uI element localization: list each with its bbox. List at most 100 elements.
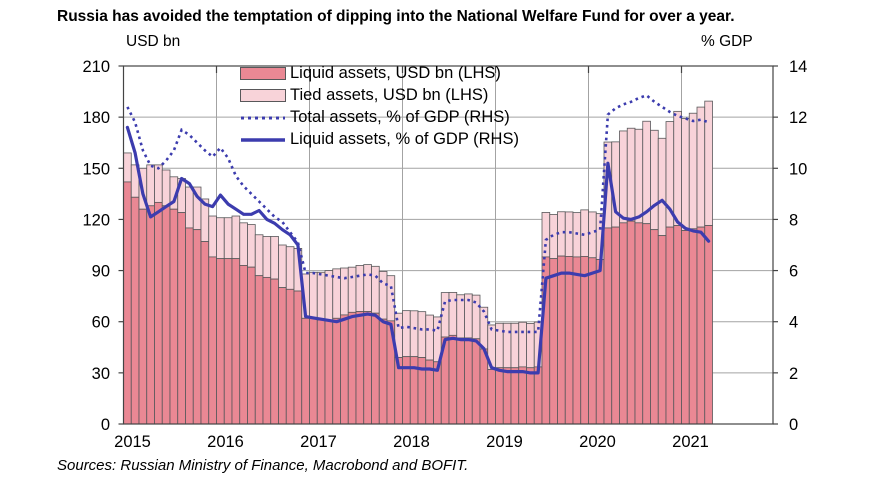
liquid-assets-bar [642,223,651,425]
tied-assets-bar [371,265,380,314]
legend-item-total-pct: Total assets, % of GDP (RHS) [240,106,519,128]
liquid-assets-bar [619,222,628,425]
liquid-assets-bar [588,257,597,425]
liquid-assets-bar [704,225,713,425]
liquid-assets-bar [448,334,458,425]
tied-assets-bar [479,306,489,350]
tied-assets-bar [541,212,551,258]
dotted-line-swatch-icon [240,111,286,124]
liquid-assets-bar [316,319,326,425]
right-axis-tick-label: 12 [789,109,807,127]
x-axis-year-label: 2017 [300,433,337,451]
tied-assets-bar [347,266,357,313]
liquid-assets-bar [518,366,527,425]
liquid-assets-bar [549,258,558,425]
tied-assets-bar [161,169,171,207]
tied-assets-bar [696,106,706,228]
liquid-assets-bar [580,256,589,425]
tied-assets-bar [123,152,132,183]
tied-assets-bar [402,310,411,358]
liquid-assets-bar [208,256,217,425]
tied-assets-bar [526,323,535,369]
legend-label: Liquid assets, % of GDP (RHS) [290,129,519,148]
tied-assets-bar [580,209,589,257]
x-axis-year-label: 2016 [207,433,244,451]
chart-legend: Liquid assets, USD bn (LHS) Tied assets,… [240,62,519,150]
tied-bar-swatch-icon [240,88,286,102]
legend-item-liquid-pct: Liquid assets, % of GDP (RHS) [240,128,519,150]
liquid-assets-bar [526,367,535,425]
liquid-assets-bar [332,317,341,425]
left-axis-tick-label: 180 [82,109,110,127]
liquid-assets-bar [510,367,520,425]
liquid-assets-bar [650,229,659,425]
right-axis-tick-label: 14 [789,58,807,76]
liquid-bar-swatch-icon [240,66,286,80]
x-axis-year-label: 2019 [486,433,523,451]
tied-assets-bar [650,129,659,231]
liquid-assets-bar [665,226,675,425]
right-axis-tick-label: 4 [789,314,798,332]
tied-assets-bar [409,310,419,358]
liquid-assets-bar [223,258,233,425]
liquid-assets-bar [161,205,171,425]
x-axis-year-label: 2015 [114,433,151,451]
liquid-assets-bar [216,258,225,425]
tied-assets-bar [518,321,527,368]
legend-label: Tied assets, USD bn (LHS) [290,85,489,104]
liquid-assets-bar [626,220,636,425]
liquid-assets-bar [502,367,512,425]
right-axis-tick-label: 6 [789,263,798,281]
liquid-assets-bar [239,265,248,425]
tied-assets-bar [185,186,194,229]
liquid-assets-bar [673,225,682,425]
tied-assets-bar [355,265,365,312]
liquid-assets-bar [254,275,264,425]
legend-item-liquid-usd: Liquid assets, USD bn (LHS) [240,62,519,84]
tied-assets-bar [324,270,334,321]
liquid-assets-bar [262,276,272,425]
liquid-assets-pct-gdp-line [125,125,711,375]
liquid-assets-bar [146,205,155,425]
liquid-assets-bar [123,181,132,425]
liquid-assets-bar [285,288,295,425]
left-axis-tick-label: 150 [82,160,110,178]
liquid-assets-bar [270,278,279,425]
tied-assets-bar [657,137,667,237]
tied-assets-bar [146,164,155,207]
tied-assets-bar [619,130,628,224]
tied-assets-bar [316,271,326,321]
liquid-assets-bar [231,258,241,425]
tied-assets-bar [378,271,388,320]
tied-assets-bar [688,112,698,230]
tied-assets-bar [704,100,713,226]
liquid-assets-bar [495,367,504,425]
liquid-assets-bar [301,317,310,425]
left-axis-tick-label: 60 [92,314,110,332]
tied-assets-bar [154,164,163,203]
liquid-assets-bar [355,311,365,425]
liquid-assets-bar [533,366,543,425]
tied-assets-bar [417,311,427,358]
plot-frame [122,65,774,425]
left-axis-tick-label: 120 [82,211,110,229]
tied-assets-bar [254,234,264,277]
left-axis-tick-label: 210 [82,58,110,76]
liquid-assets-bar [611,226,620,425]
tied-assets-bar [564,211,574,257]
liquid-assets-bar [169,208,179,425]
liquid-assets-bar [130,196,140,425]
tied-assets-bar [309,271,318,319]
tied-assets-bar [425,314,434,361]
liquid-assets-bar [456,337,465,425]
tied-assets-bar [231,215,241,260]
tied-assets-bar [270,236,279,280]
x-axis-year-label: 2021 [672,433,709,451]
liquid-assets-bar [479,348,489,425]
tied-assets-bar [247,224,256,268]
liquid-assets-bar [247,266,256,425]
legend-item-tied-usd: Tied assets, USD bn (LHS) [240,84,519,106]
liquid-assets-bar [564,256,574,425]
liquid-assets-bar [696,226,706,425]
liquid-assets-bar [603,227,613,425]
